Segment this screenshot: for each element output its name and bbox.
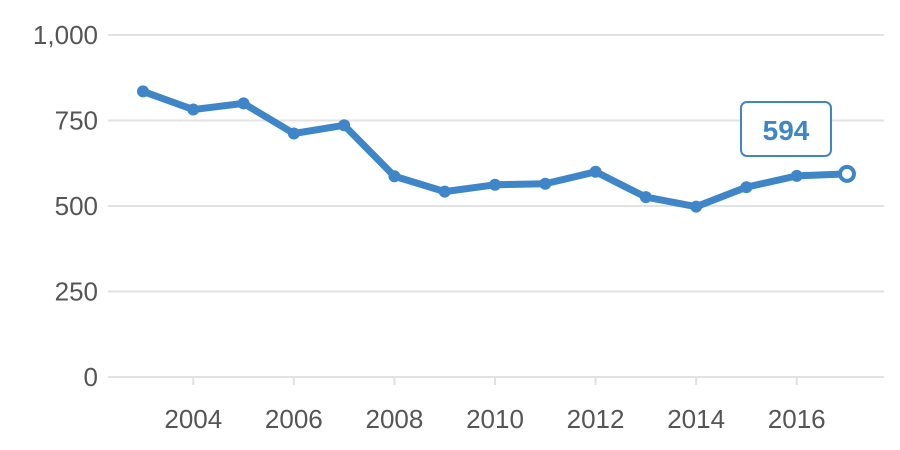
x-tick-label: 2004 bbox=[164, 404, 222, 434]
last-value-callout: 594 bbox=[740, 101, 832, 157]
x-tick-label: 2006 bbox=[265, 404, 323, 434]
data-point bbox=[287, 127, 300, 140]
data-point bbox=[639, 191, 652, 204]
x-tick-label: 2016 bbox=[768, 404, 826, 434]
data-point bbox=[589, 165, 602, 178]
x-tick-label: 2014 bbox=[667, 404, 725, 434]
grid-layer bbox=[108, 34, 884, 385]
data-point bbox=[338, 119, 351, 132]
y-tick-label: 750 bbox=[55, 106, 98, 136]
x-tick-label: 2008 bbox=[366, 404, 424, 434]
y-tick-label: 0 bbox=[84, 362, 98, 392]
x-axis-labels: 2004 2006 2008 2010 2012 2014 2016 bbox=[164, 404, 825, 434]
x-tick-label: 2012 bbox=[567, 404, 625, 434]
y-tick-label: 500 bbox=[55, 191, 98, 221]
callout-value-label: 594 bbox=[763, 115, 810, 146]
data-point bbox=[438, 185, 451, 198]
data-point bbox=[187, 103, 200, 116]
y-tick-label: 1,000 bbox=[33, 20, 98, 50]
data-point bbox=[740, 181, 753, 194]
series-layer bbox=[137, 85, 856, 213]
x-tick-label: 2010 bbox=[466, 404, 524, 434]
data-point bbox=[489, 178, 501, 191]
data-point bbox=[790, 169, 803, 182]
data-point bbox=[690, 200, 703, 213]
last-data-point bbox=[838, 164, 856, 183]
data-point bbox=[539, 177, 552, 190]
y-axis-labels: 0 250 500 750 1,000 bbox=[33, 20, 98, 392]
y-tick-label: 250 bbox=[55, 277, 98, 307]
data-point bbox=[388, 170, 401, 183]
callout-box bbox=[740, 101, 832, 157]
data-point bbox=[137, 85, 149, 98]
data-point bbox=[237, 97, 250, 110]
